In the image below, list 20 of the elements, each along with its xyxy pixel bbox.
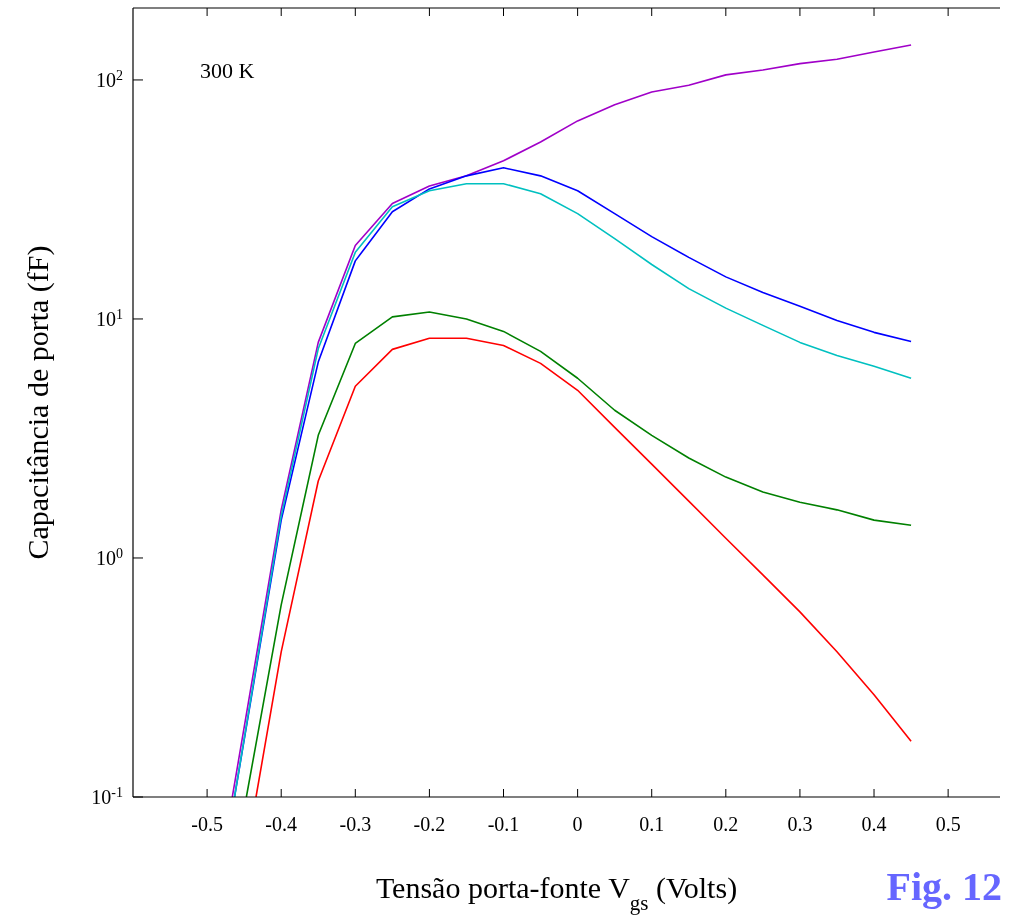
y-tick-label: 10$^{0}$ bbox=[96, 545, 123, 569]
x-tick-label: -0.4 bbox=[265, 813, 298, 835]
x-axis-title: Tensão porta-fonte V$_{gs}$ (Volts) bbox=[375, 871, 738, 915]
y-tick-label: 10$^{1}$ bbox=[96, 306, 123, 330]
x-tick-label: -0.5 bbox=[191, 813, 223, 835]
caption: Fig. 12 bbox=[886, 864, 1002, 909]
x-tick-label: -0.1 bbox=[487, 813, 520, 835]
x-tick-label: 0.5 bbox=[935, 813, 961, 835]
x-tick-label: -0.2 bbox=[413, 813, 446, 835]
y-tick-label: 10$^{2}$ bbox=[96, 67, 123, 91]
x-tick-label: 0 bbox=[572, 813, 583, 835]
x-tick-label: 0.1 bbox=[639, 813, 665, 835]
x-tick-label: 0.3 bbox=[787, 813, 813, 835]
annotation: 300 K bbox=[200, 58, 255, 83]
x-tick-label: 0.2 bbox=[713, 813, 739, 835]
line-series bbox=[231, 44, 912, 797]
x-tick-label: 0.4 bbox=[861, 813, 887, 835]
y-axis-title: Capacitância de porta (fF) bbox=[21, 245, 55, 560]
y-tick-label: 10$^{-1}$ bbox=[91, 784, 123, 808]
x-tick-label: -0.3 bbox=[339, 813, 372, 835]
